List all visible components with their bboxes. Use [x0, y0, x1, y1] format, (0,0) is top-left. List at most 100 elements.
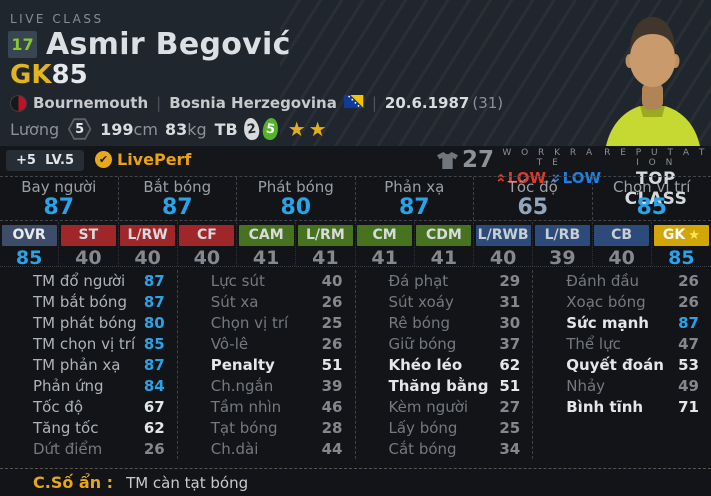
stat-row: Tốc độ 67: [0, 396, 177, 417]
position-badge: CF: [179, 224, 235, 246]
position-value: 40: [489, 246, 517, 269]
stat-value: 26: [678, 292, 699, 311]
stat-label: Giữ bóng: [388, 334, 457, 353]
stat-value: 85: [143, 334, 165, 353]
position-cell: GK ★ 85: [652, 222, 711, 269]
top-stat-cell: Phản xạ 87: [356, 177, 474, 220]
salary-body-row: Lương 5 199 cm 83 kg TB 2 5 ★★: [10, 117, 330, 141]
stat-value: 26: [678, 271, 699, 290]
stat-row: Bình tĩnh 71: [533, 396, 711, 417]
stat-label: Lấy bóng: [388, 418, 458, 437]
stat-row: Tăng tốc 62: [0, 417, 177, 438]
workrate-title: W O R K R A T E: [502, 148, 596, 168]
position-cell: CDM 41: [415, 222, 474, 269]
position-cell: L/RWB 40: [474, 222, 534, 269]
owned-count: 27: [462, 147, 495, 173]
top-stat-label: Tốc độ: [507, 178, 558, 196]
stat-row: Quyết đoán 53: [533, 354, 711, 375]
stat-value: 37: [499, 334, 521, 353]
position-badge: CB: [594, 224, 650, 246]
level-value: LV.5: [45, 153, 74, 168]
stat-label: Khéo léo: [388, 355, 463, 374]
enhance-level-badge: +5 LV.5: [6, 150, 84, 171]
stat-label: Dứt điểm: [33, 439, 103, 458]
stat-label: Phản ứng: [33, 376, 104, 395]
position-cell: CM 41: [356, 222, 415, 269]
stat-value: 27: [499, 397, 521, 416]
stat-row: TM phản xạ 87: [0, 354, 177, 375]
player-name: Asmir Begović: [46, 27, 291, 62]
stat-label: Đánh đầu: [566, 271, 640, 290]
stat-label: TM chọn vị trí: [33, 334, 136, 353]
weight-value: 83: [164, 119, 188, 139]
stat-row: Thăng bằng 51: [356, 375, 533, 396]
position-value: 41: [312, 246, 339, 269]
stat-label: Tạt bóng: [210, 418, 278, 437]
stat-row: Đá phạt 29: [356, 270, 533, 291]
stat-value: 49: [678, 376, 699, 395]
top-stat-value: 85: [636, 195, 668, 220]
position-cell: ST 40: [59, 222, 119, 269]
hidden-stat-footer: C.Số ẩn : TM càn tạt bóng: [0, 468, 711, 496]
stat-label: Tốc độ: [33, 397, 84, 416]
stat-value: 26: [321, 292, 343, 311]
club-crest-icon: [10, 94, 27, 112]
stat-row: Sút xoáy 31: [356, 291, 533, 312]
top-stat-label: Bắt bóng: [143, 178, 212, 196]
stat-label: Sức mạnh: [566, 313, 649, 332]
detail-stat-column: TM đổ người 87 TM bắt bóng 87 TM phát bóng 80…: [0, 270, 178, 459]
stat-label: Vô-lê: [210, 334, 249, 353]
stat-row: Tầm nhìn 46: [178, 396, 355, 417]
stat-label: Sút xoáy: [388, 292, 454, 311]
position-badge: L/RW: [120, 224, 176, 246]
stat-value: 53: [678, 355, 699, 374]
stat-value: 34: [499, 439, 521, 458]
stat-row: Sức mạnh 87: [533, 312, 711, 333]
salary-hexagon-badge: 5: [67, 118, 92, 140]
stat-value: 71: [678, 397, 699, 416]
double-chevron-down-icon: [552, 174, 560, 183]
stat-label: Cắt bóng: [388, 439, 457, 458]
top-stat-label: Phản xạ: [384, 178, 445, 196]
stat-value: 46: [321, 397, 343, 416]
liveperf-indicator: ✔ LivePerf: [95, 150, 191, 169]
salary-value: 5: [75, 121, 85, 137]
nation-name: Bosnia Herzegovina: [169, 94, 337, 112]
stat-value: 87: [143, 271, 165, 290]
stat-label: Penalty: [210, 355, 275, 374]
stat-row: Giữ bóng 37: [356, 333, 533, 354]
top-stat-value: 87: [398, 195, 430, 220]
stat-value: 25: [499, 418, 521, 437]
stat-label: TM đổ người: [33, 271, 126, 290]
strong-foot-badge: 5: [261, 117, 280, 141]
stat-value: 87: [143, 355, 165, 374]
workrate-attack-value: LOW: [507, 169, 546, 187]
jersey-icon: [437, 151, 458, 169]
position-cell: OVR 85: [0, 222, 60, 269]
stat-value: 62: [499, 355, 521, 374]
stat-row: Chọn vị trí 25: [178, 312, 355, 333]
stat-row: TM đổ người 87: [0, 270, 177, 291]
live-class-label: LIVE CLASS: [10, 12, 104, 26]
position-value: 40: [608, 246, 635, 269]
reputation-block: R E P U T A T I O N TOP CLASS: [604, 146, 708, 209]
stat-row: Rê bóng 30: [356, 312, 533, 333]
stat-row: Phản ứng 84: [0, 375, 177, 396]
top-stat-label: Bay người: [21, 178, 97, 196]
weight-unit: kg: [187, 119, 207, 139]
stat-label: TM phản xạ: [33, 355, 121, 374]
enhance-value: +5: [16, 153, 36, 168]
club-name: Bournemouth: [33, 94, 149, 112]
stat-label: Đá phạt: [388, 271, 449, 290]
position-value: 40: [134, 246, 161, 269]
stat-value: 25: [321, 313, 343, 332]
stat-value: 87: [678, 313, 699, 332]
position-cell: L/RB 39: [533, 222, 593, 269]
stat-value: 44: [321, 439, 343, 458]
stat-value: 30: [499, 313, 521, 332]
age: (31): [472, 94, 504, 112]
stat-value: 28: [321, 418, 343, 437]
stat-value: 51: [499, 376, 521, 395]
stat-label: Nhảy: [566, 376, 606, 395]
